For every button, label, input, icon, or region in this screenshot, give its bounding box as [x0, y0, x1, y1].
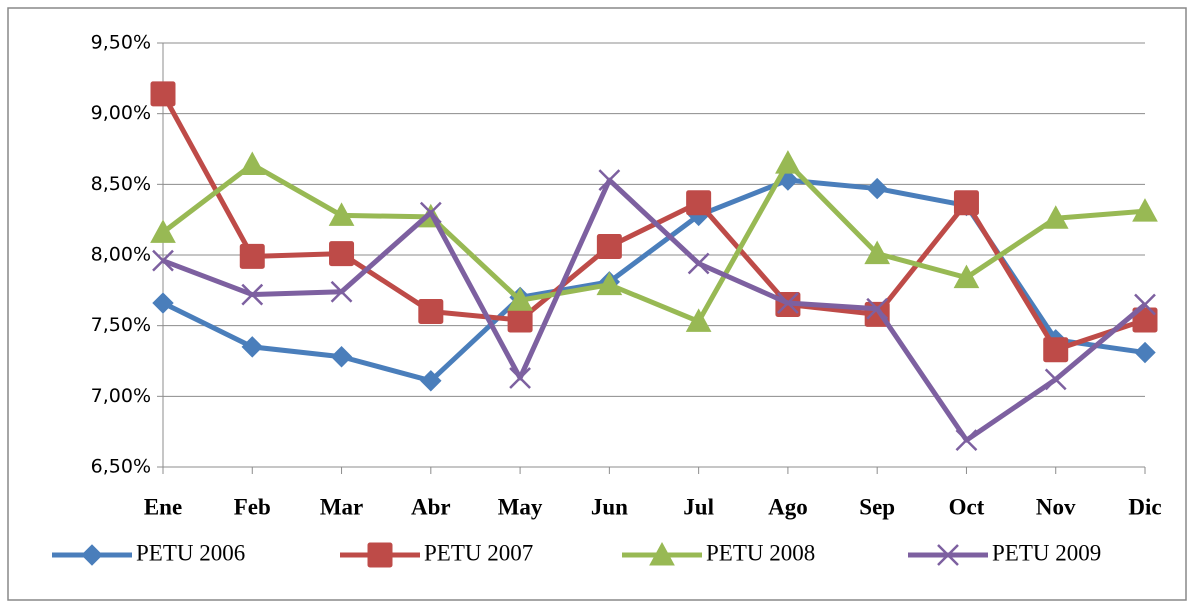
marker	[330, 346, 353, 368]
x-tick-label: Feb	[234, 494, 271, 519]
marker	[1132, 198, 1158, 222]
marker	[239, 151, 266, 176]
legend-label: PETU 2008	[706, 540, 815, 565]
legend-item: PETU 2006	[52, 540, 245, 566]
marker	[152, 292, 174, 314]
marker	[1134, 293, 1156, 316]
x-tick-label: Jun	[591, 494, 628, 519]
marker	[1132, 307, 1158, 333]
series	[150, 150, 1158, 332]
marker	[329, 241, 355, 267]
marker	[509, 367, 531, 389]
marker	[866, 297, 889, 320]
marker	[239, 243, 265, 269]
chart-frame	[7, 7, 1187, 601]
legend-item: PETU 2008	[622, 540, 815, 566]
series-line	[162, 177, 1147, 443]
legend-marker	[81, 544, 103, 566]
marker	[686, 190, 712, 216]
x-tick-label: Ago	[768, 494, 808, 519]
legend-item: PETU 2009	[908, 540, 1101, 566]
marker	[864, 240, 891, 265]
marker	[598, 169, 621, 191]
marker	[1044, 368, 1067, 391]
x-tick-label: Ene	[144, 494, 182, 519]
marker	[150, 219, 176, 243]
x-tick-label: Mar	[320, 494, 363, 519]
legend-item: PETU 2007	[340, 540, 533, 568]
legend-label: PETU 2006	[136, 540, 245, 565]
legend-marker	[367, 542, 393, 568]
y-tick-label: 6,50%	[91, 456, 151, 478]
marker	[687, 252, 710, 275]
marker	[685, 308, 712, 332]
marker	[241, 336, 263, 358]
marker	[150, 81, 176, 107]
legend-marker	[937, 544, 959, 566]
marker	[507, 287, 533, 311]
marker	[953, 190, 979, 216]
y-tick-label: 9,00%	[91, 102, 151, 124]
marker	[241, 283, 264, 306]
marker	[1042, 205, 1069, 229]
marker	[507, 307, 533, 333]
marker	[775, 150, 801, 174]
y-tick-label: 8,00%	[91, 244, 151, 266]
y-tick-label: 7,50%	[91, 314, 151, 336]
x-tick-label: May	[498, 494, 543, 519]
marker	[866, 177, 888, 200]
x-tick-label: Abr	[411, 494, 451, 519]
x-tick-label: Oct	[949, 494, 985, 519]
marker	[419, 201, 442, 224]
marker	[1043, 337, 1069, 363]
marker	[418, 299, 444, 325]
marker	[596, 271, 623, 296]
x-tick-label: Nov	[1036, 494, 1076, 519]
marker	[420, 370, 442, 392]
x-tick-label: Sep	[859, 494, 895, 519]
legend-label: PETU 2009	[992, 540, 1101, 565]
marker	[955, 429, 978, 452]
legend-marker	[649, 541, 675, 566]
legend-label: PETU 2007	[424, 540, 533, 565]
x-tick-label: Jul	[683, 494, 714, 519]
series	[152, 169, 1156, 452]
marker	[596, 234, 622, 260]
y-tick-label: 7,00%	[91, 385, 151, 407]
marker	[328, 202, 355, 226]
marker	[777, 292, 799, 314]
series-line	[161, 160, 1146, 324]
marker	[152, 249, 174, 272]
marker	[330, 280, 353, 303]
marker	[953, 264, 980, 289]
y-tick-label: 9,50%	[91, 32, 151, 54]
y-tick-label: 8,50%	[91, 173, 151, 195]
x-tick-label: Dic	[1128, 494, 1161, 519]
marker	[1134, 341, 1156, 364]
